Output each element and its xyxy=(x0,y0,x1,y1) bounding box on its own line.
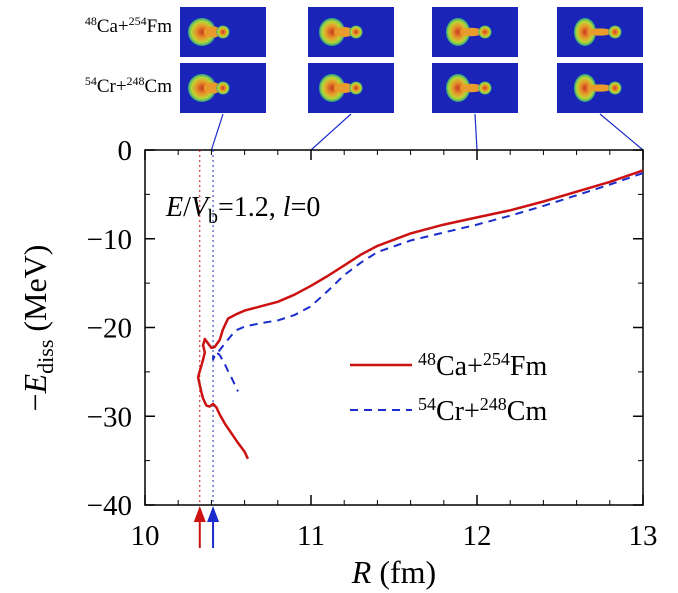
snapshot-panel-r2-c2 xyxy=(308,63,394,113)
snapshot-row-label-2: 54Cr+248Cm xyxy=(85,74,172,97)
nucleus-neck xyxy=(460,83,483,93)
snapshot-panel-r2-c1 xyxy=(180,63,266,113)
x-axis-title: R (fm) xyxy=(351,554,436,590)
nucleus-light xyxy=(349,81,363,95)
y-tick-label: −20 xyxy=(87,313,132,345)
nucleus-heavy xyxy=(188,74,216,102)
nucleus-light xyxy=(216,81,230,95)
nucleus-heavy xyxy=(574,74,596,102)
axis-ticks: 10 11 12 13 0 −10 −20 −30 −40 xyxy=(87,135,658,552)
snapshot-panel-r1-c4 xyxy=(557,7,643,57)
snapshot-connectors xyxy=(210,113,644,151)
nucleus-neck xyxy=(587,28,613,36)
nucleus-neck xyxy=(460,27,483,37)
entrance-markers xyxy=(193,150,220,548)
nucleus-light xyxy=(478,81,492,95)
nucleus-neck xyxy=(334,27,354,37)
x-tick-label-11: 11 xyxy=(297,520,325,552)
nucleus-neck xyxy=(587,84,613,92)
legend-label-cr-cm: 54Cr+248Cm xyxy=(418,394,547,427)
series-line-ca-fm xyxy=(196,169,643,460)
snapshot-panel-r1-c3 xyxy=(432,7,518,57)
marker-arrow-head-1 xyxy=(207,506,220,522)
y-tick-label: 0 xyxy=(118,135,133,167)
x-tick-label-13: 13 xyxy=(629,520,658,552)
nucleus-neck xyxy=(334,83,354,93)
y-axis-title: −Ediss (MeV) xyxy=(17,245,58,412)
legend-label-ca-fm: 48Ca+254Fm xyxy=(418,349,547,382)
snapshot-panel-r1-c1 xyxy=(180,7,266,57)
y-tick-label: −30 xyxy=(87,401,132,433)
x-tick-label-12: 12 xyxy=(463,520,492,552)
snapshot-panels xyxy=(180,7,643,113)
nucleus-light xyxy=(216,25,230,39)
y-tick-label: −40 xyxy=(87,490,132,522)
nucleus-heavy xyxy=(446,18,470,46)
nucleus-neck xyxy=(204,82,221,94)
nucleus-light xyxy=(608,81,622,95)
nucleus-light xyxy=(478,25,492,39)
connector-line-1 xyxy=(210,113,224,151)
series-layer xyxy=(196,169,643,460)
y-tick-label: −10 xyxy=(87,224,132,256)
marker-arrow-head-0 xyxy=(193,506,206,522)
nucleus-heavy xyxy=(446,74,470,102)
connector-line-2 xyxy=(310,113,352,151)
x-tick-label-10: 10 xyxy=(131,520,160,552)
nucleus-light xyxy=(349,25,363,39)
legend: 48Ca+254Fm 54Cr+248Cm xyxy=(350,349,547,427)
annotation-energy: E/Vb=1.2, l=0 xyxy=(165,192,320,228)
snapshot-row-label-1: 48Ca+254Fm xyxy=(85,14,172,37)
nucleus-light xyxy=(608,25,622,39)
series-line-cr-cm xyxy=(212,172,643,392)
nucleus-heavy xyxy=(319,18,345,46)
connector-line-3 xyxy=(474,113,478,151)
nucleus-heavy xyxy=(574,18,596,46)
nucleus-heavy xyxy=(188,18,216,46)
connector-line-4 xyxy=(599,113,644,151)
snapshot-panel-r1-c2 xyxy=(308,7,394,57)
snapshot-panel-r2-c3 xyxy=(432,63,518,113)
nucleus-heavy xyxy=(319,74,345,102)
nucleus-neck xyxy=(204,26,221,38)
snapshot-panel-r2-c4 xyxy=(557,63,643,113)
